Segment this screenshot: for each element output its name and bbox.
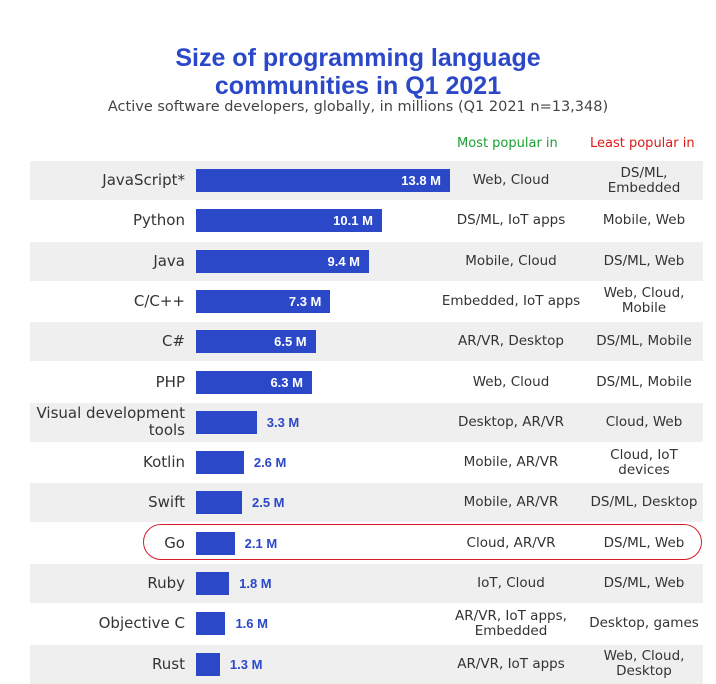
bar [196, 572, 230, 595]
table-row: Ruby 1.8 M IoT, Cloud DS/ML, Web [30, 564, 703, 603]
most-popular-cell: IoT, Cloud [477, 575, 545, 591]
least-popular-cell: Cloud, Web [605, 413, 683, 430]
most-popular-cell: Embedded, IoT apps [441, 292, 581, 309]
least-popular-cell: DS/ML, Embedded [607, 164, 681, 196]
bar [196, 249, 369, 273]
bar [196, 531, 235, 555]
value-label: 2.6 M [253, 455, 287, 471]
category-label: C/C++ [133, 291, 185, 310]
least-popular-cell: DS/ML, Desktop [590, 494, 698, 511]
most-popular-cell: Mobile, Cloud [465, 252, 557, 269]
table-row: PHP 6.3 M Web, Cloud DS/ML, Mobile [30, 363, 703, 402]
most-popular-cell: AR/VR, IoT apps [457, 655, 565, 672]
value-label: 6.5 M [274, 334, 307, 350]
category-label: Ruby [147, 574, 185, 592]
most-popular-cell: AR/VR, Desktop [457, 333, 565, 350]
least-popular-cell: Web, Cloud, Mobile [603, 285, 685, 317]
bar [196, 169, 450, 192]
category-label: Go [164, 533, 185, 552]
category-label: Swift [148, 493, 185, 512]
value-label: 3.3 M [266, 414, 300, 430]
category-label: Objective C [98, 614, 185, 633]
table-row: JavaScript* 13.8 M Web, Cloud DS/ML, Embedd… [30, 161, 703, 200]
table-row: Java 9.4 M Mobile, Cloud DS/ML, Web [30, 241, 703, 281]
least-popular-cell: Web, Cloud, Desktop [603, 648, 685, 680]
table-row: Go 2.1 M Cloud, AR/VR DS/ML, Web [30, 524, 703, 563]
chart-title: Size of programming language communities… [0, 44, 716, 100]
table-row: Python 10.1 M DS/ML, IoT apps Mobile, Web [30, 201, 703, 240]
highlight-outline [143, 524, 702, 560]
category-label: Rust [152, 654, 185, 673]
most-popular-cell: DS/ML, IoT apps [456, 212, 566, 229]
category-label: Python [133, 211, 185, 230]
most-popular-cell: AR/VR, IoT apps, Embedded [455, 607, 567, 639]
category-label: Java [153, 251, 185, 270]
category-label: JavaScript* [102, 171, 185, 189]
most-popular-cell: Cloud, AR/VR [466, 534, 556, 551]
chart-subtitle: Active software developers, globally, in… [107, 99, 609, 115]
bar [196, 209, 382, 233]
table-row: C# 6.5 M AR/VR, Desktop DS/ML, Mobile [30, 322, 703, 362]
category-label: C# [161, 332, 185, 351]
category-label: Kotlin [143, 453, 185, 472]
value-label: 1.3 M [229, 656, 263, 672]
least-popular-cell: DS/ML, Web [603, 575, 685, 591]
value-label: 10.1 M [333, 213, 373, 229]
value-label: 2.5 M [252, 495, 285, 511]
bar [196, 370, 312, 394]
category-label: PHP [155, 372, 185, 391]
table-row: Kotlin 2.6 M Mobile, AR/VR Cloud, IoT devic… [30, 443, 703, 482]
least-popular-cell: DS/ML, Mobile [596, 333, 692, 350]
value-label: 1.6 M [235, 616, 268, 632]
bar [196, 652, 220, 676]
table-row: Visual development tools 3.3 M Desktop, AR… [30, 402, 703, 442]
value-label: 9.4 M [327, 253, 361, 269]
most-popular-cell: Mobile, AR/VR [463, 454, 559, 471]
most-popular-header: Most popular in [457, 136, 558, 151]
bar [196, 491, 242, 515]
least-popular-cell: DS/ML, Web [603, 252, 685, 269]
least-popular-cell: Mobile, Web [602, 212, 686, 229]
bar [196, 330, 316, 354]
bar [196, 289, 331, 313]
most-popular-cell: Desktop, AR/VR [457, 413, 565, 430]
chart-title-line-1: Size of programming language [175, 44, 541, 72]
value-label: 13.8 M [401, 173, 441, 188]
value-label: 7.3 M [288, 293, 322, 309]
value-label: 1.8 M [239, 576, 272, 591]
table-row: Objective C 1.6 M AR/VR, IoT apps, Embedde… [30, 604, 703, 643]
least-popular-cell: Cloud, IoT devices [610, 446, 678, 478]
bar [196, 451, 244, 475]
least-popular-cell: DS/ML, Mobile [596, 373, 692, 390]
bar [196, 410, 257, 434]
value-label: 2.1 M [244, 535, 278, 551]
category-label: Visual development tools [36, 404, 186, 440]
table-row: C/C++ 7.3 M Embedded, IoT apps Web, Cloud, … [30, 282, 703, 321]
bar [196, 612, 226, 636]
table-row: Swift 2.5 M Mobile, AR/VR DS/ML, Desktop [30, 483, 703, 523]
most-popular-cell: Web, Cloud [472, 373, 550, 390]
most-popular-cell: Web, Cloud [472, 172, 550, 188]
least-popular-cell: Desktop, games [589, 615, 699, 632]
chart-title-line-2: communities in Q1 2021 [214, 72, 502, 100]
table-row: Rust 1.3 M AR/VR, IoT apps Web, Cloud, Desk… [30, 644, 703, 684]
value-label: 6.3 M [270, 374, 303, 390]
least-popular-header: Least popular in [590, 136, 695, 151]
most-popular-cell: Mobile, AR/VR [463, 494, 559, 511]
least-popular-cell: DS/ML, Web [603, 534, 685, 551]
